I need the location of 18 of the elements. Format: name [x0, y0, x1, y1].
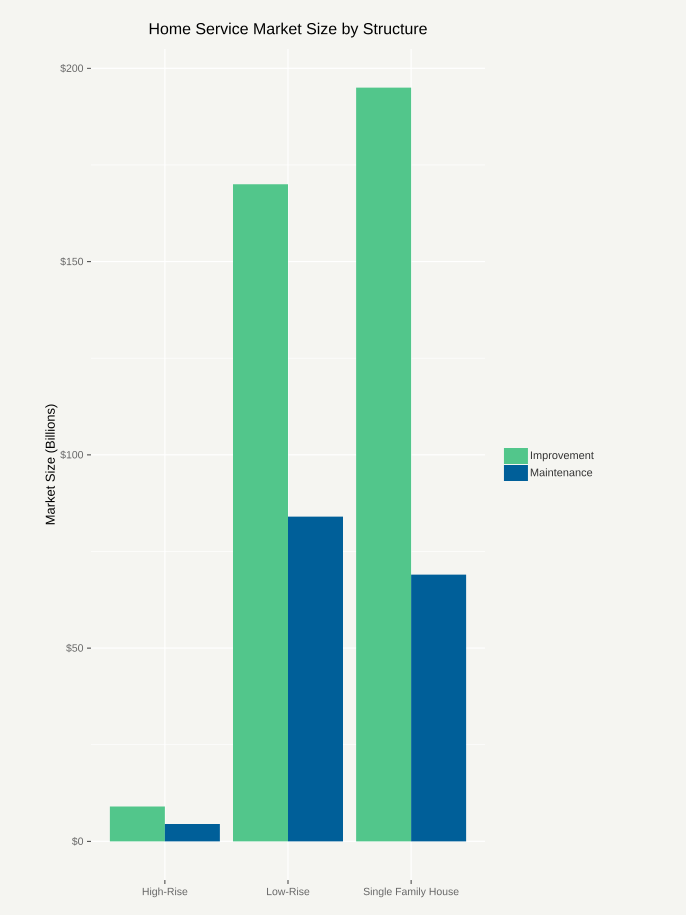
- chart-title: Home Service Market Size by Structure: [150, 22, 427, 38]
- y-tick-label: $150: [60, 257, 84, 266]
- bar: [110, 806, 165, 842]
- legend-label: Maintenance: [530, 468, 592, 476]
- y-axis-title: Market Size (Billions): [45, 404, 58, 524]
- x-tick-label: Single Family House: [364, 888, 459, 898]
- bar: [411, 574, 466, 842]
- y-tick-label: $100: [60, 450, 84, 460]
- bar: [233, 184, 288, 842]
- bar: [288, 516, 343, 842]
- x-tick-label: High-Rise: [142, 888, 188, 898]
- y-tick-label: $200: [60, 64, 84, 73]
- x-tick-label: Low-Rise: [267, 888, 310, 896]
- bar: [356, 88, 412, 842]
- bar: [164, 824, 220, 842]
- y-tick-label: $50: [66, 644, 84, 652]
- legend-label: Improvement: [530, 451, 594, 462]
- y-tick-label: $0: [72, 837, 84, 846]
